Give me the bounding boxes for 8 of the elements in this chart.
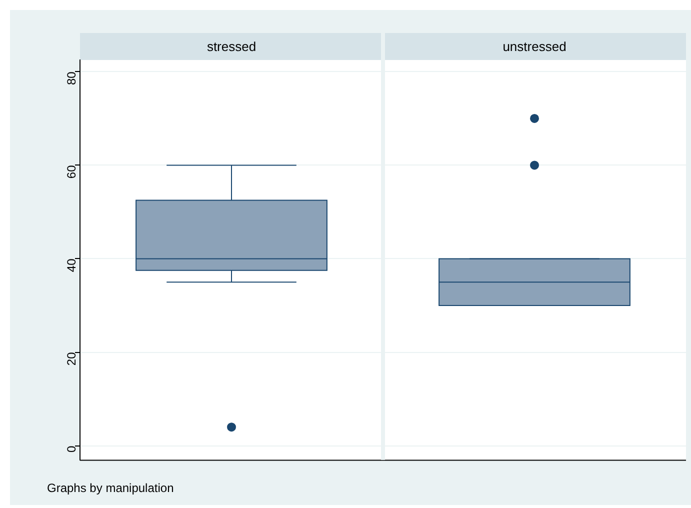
y-tick-label: 80: [64, 71, 78, 86]
x-tick-label: unstressed: [502, 38, 566, 54]
y-tick-label: 60: [64, 164, 78, 179]
text: Graphs by manipulation: [47, 481, 174, 495]
y-tick-label: 40: [64, 258, 78, 272]
x-tick-label: stressed: [206, 38, 256, 54]
y-tick-label: 0: [64, 445, 78, 452]
y-tick-label: 20: [64, 352, 78, 366]
